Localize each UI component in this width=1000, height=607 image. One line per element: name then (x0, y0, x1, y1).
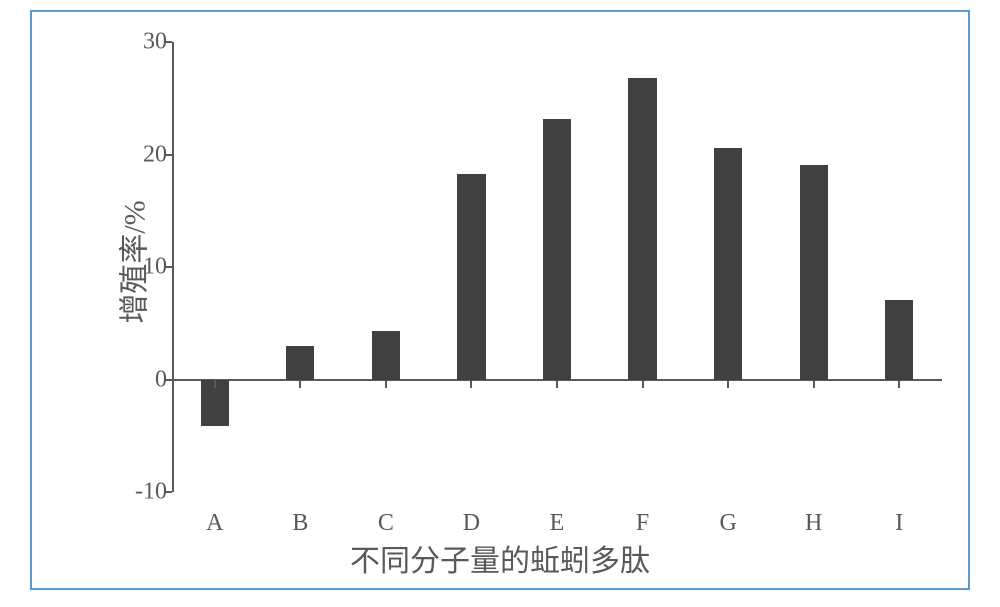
x-tick-label: B (292, 510, 308, 537)
y-axis-line (172, 42, 174, 492)
y-tick-label: 30 (127, 29, 167, 56)
x-tick (470, 380, 472, 388)
bar (714, 148, 742, 380)
x-tick (214, 380, 216, 388)
x-tick-label: I (895, 510, 903, 537)
x-tick-label: D (463, 510, 480, 537)
x-tick (642, 380, 644, 388)
x-tick (813, 380, 815, 388)
bar (800, 165, 828, 380)
x-tick-label: A (206, 510, 223, 537)
y-tick-label: 20 (127, 141, 167, 168)
bar (628, 78, 656, 380)
y-tick-label: 10 (127, 254, 167, 281)
y-tick-label: 0 (127, 366, 167, 393)
x-tick-label: H (805, 510, 822, 537)
x-tick (727, 380, 729, 388)
x-tick (385, 380, 387, 388)
x-tick (299, 380, 301, 388)
bar (372, 331, 400, 379)
x-tick-label: E (550, 510, 565, 537)
bar (543, 119, 571, 380)
x-tick (556, 380, 558, 388)
x-tick-label: G (719, 510, 736, 537)
bar (885, 300, 913, 380)
x-tick-label: F (636, 510, 649, 537)
x-axis-title: 不同分子量的蚯蚓多肽 (350, 536, 650, 580)
x-tick (898, 380, 900, 388)
chart-frame: 增殖率/% 不同分子量的蚯蚓多肽 -100102030ABCDEFGHI (30, 10, 970, 590)
y-tick-label: -10 (127, 479, 167, 506)
x-tick-label: C (378, 510, 394, 537)
bar (457, 174, 485, 380)
bar (286, 346, 314, 380)
